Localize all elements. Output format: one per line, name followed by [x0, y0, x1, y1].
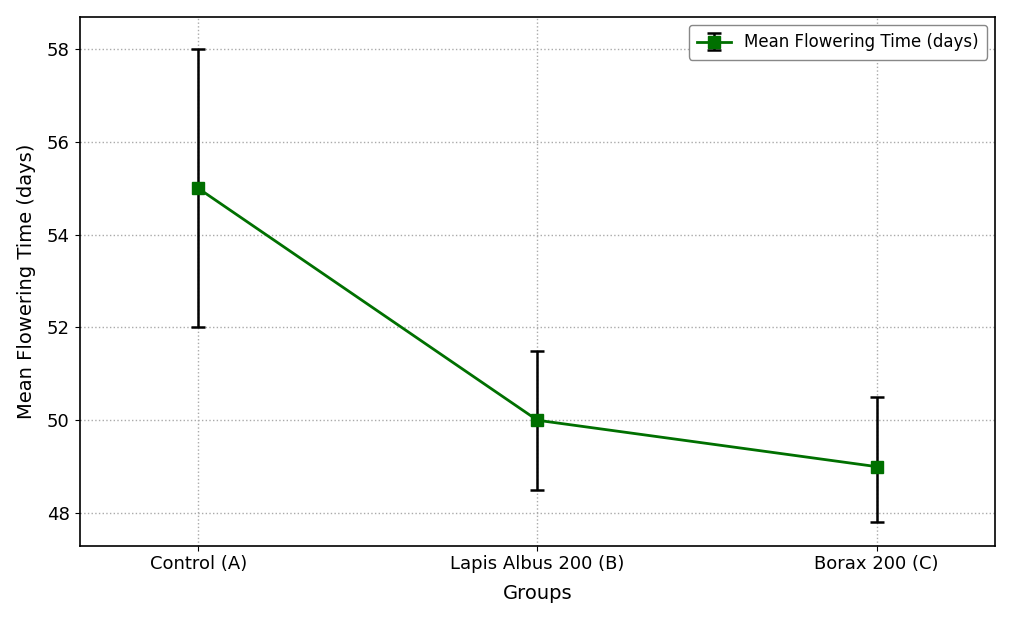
X-axis label: Groups: Groups	[502, 584, 571, 603]
Y-axis label: Mean Flowering Time (days): Mean Flowering Time (days)	[16, 143, 35, 418]
Legend: Mean Flowering Time (days): Mean Flowering Time (days)	[688, 25, 986, 60]
